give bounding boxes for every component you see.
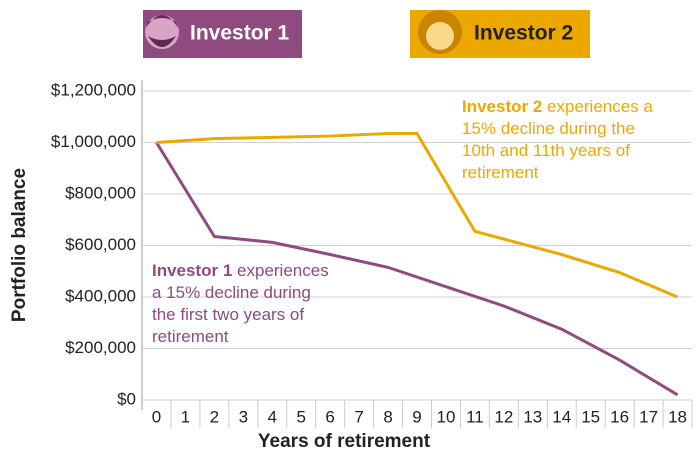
- annotation-bold: Investor 2: [462, 97, 542, 116]
- x-tick-label: 5: [296, 407, 305, 426]
- legend-label: Investor 1: [190, 22, 290, 45]
- x-tick-label: 14: [552, 407, 571, 426]
- series-line: [156, 131, 679, 299]
- x-tick-label: 4: [268, 407, 277, 426]
- annotation-line: experiences: [232, 261, 328, 280]
- annotation-line: retirement: [152, 327, 229, 346]
- legend-label: Investor 2: [474, 22, 573, 45]
- y-tick-label: $600,000: [65, 235, 136, 254]
- y-axis-label: Portfolio balance: [9, 168, 30, 322]
- x-tick-label: 12: [494, 407, 513, 426]
- x-tick-label: 16: [610, 407, 629, 426]
- y-tick-label: $0: [117, 389, 136, 408]
- y-tick-label: $400,000: [65, 286, 136, 305]
- annotation-line: experiences a: [542, 97, 653, 116]
- annotation-line: the first two years of: [152, 305, 304, 324]
- x-tick-label: 10: [436, 407, 455, 426]
- x-tick-label: 17: [639, 407, 658, 426]
- x-tick-label: 6: [325, 407, 334, 426]
- y-tick-label: $1,000,000: [51, 132, 136, 151]
- annotation: Investor 2 experiences a 15% decline duri…: [462, 97, 653, 182]
- investor-1-icon: [145, 15, 179, 49]
- x-tick-label: 3: [239, 407, 248, 426]
- investor-2-icon: [418, 10, 462, 54]
- annotation: Investor 1 experiences a 15% decline duri…: [152, 261, 329, 346]
- x-tick-label: 1: [181, 407, 190, 426]
- x-tick-label: 8: [383, 407, 392, 426]
- series-line: [155, 141, 679, 397]
- x-tick-label: 7: [354, 407, 363, 426]
- y-tick-label: $800,000: [65, 183, 136, 202]
- x-tick-label: 13: [523, 407, 542, 426]
- y-tick-label: $1,200,000: [51, 80, 136, 99]
- x-axis-label: Years of retirement: [258, 431, 431, 452]
- annotation-bold: Investor 1: [152, 261, 232, 280]
- x-tick-label: 9: [412, 407, 421, 426]
- x-tick-label: 18: [668, 407, 687, 426]
- x-tick-label: 0: [152, 407, 161, 426]
- x-tick-label: 2: [210, 407, 219, 426]
- x-tick-label: 11: [466, 407, 484, 426]
- annotation-line: a 15% decline during: [152, 283, 311, 302]
- x-tick-label: 15: [581, 407, 600, 426]
- y-tick-label: $200,000: [65, 338, 136, 357]
- annotation-line: 15% decline during the: [462, 119, 635, 138]
- annotation-line: retirement: [462, 163, 539, 182]
- annotation-line: 10th and 11th years of: [462, 141, 630, 160]
